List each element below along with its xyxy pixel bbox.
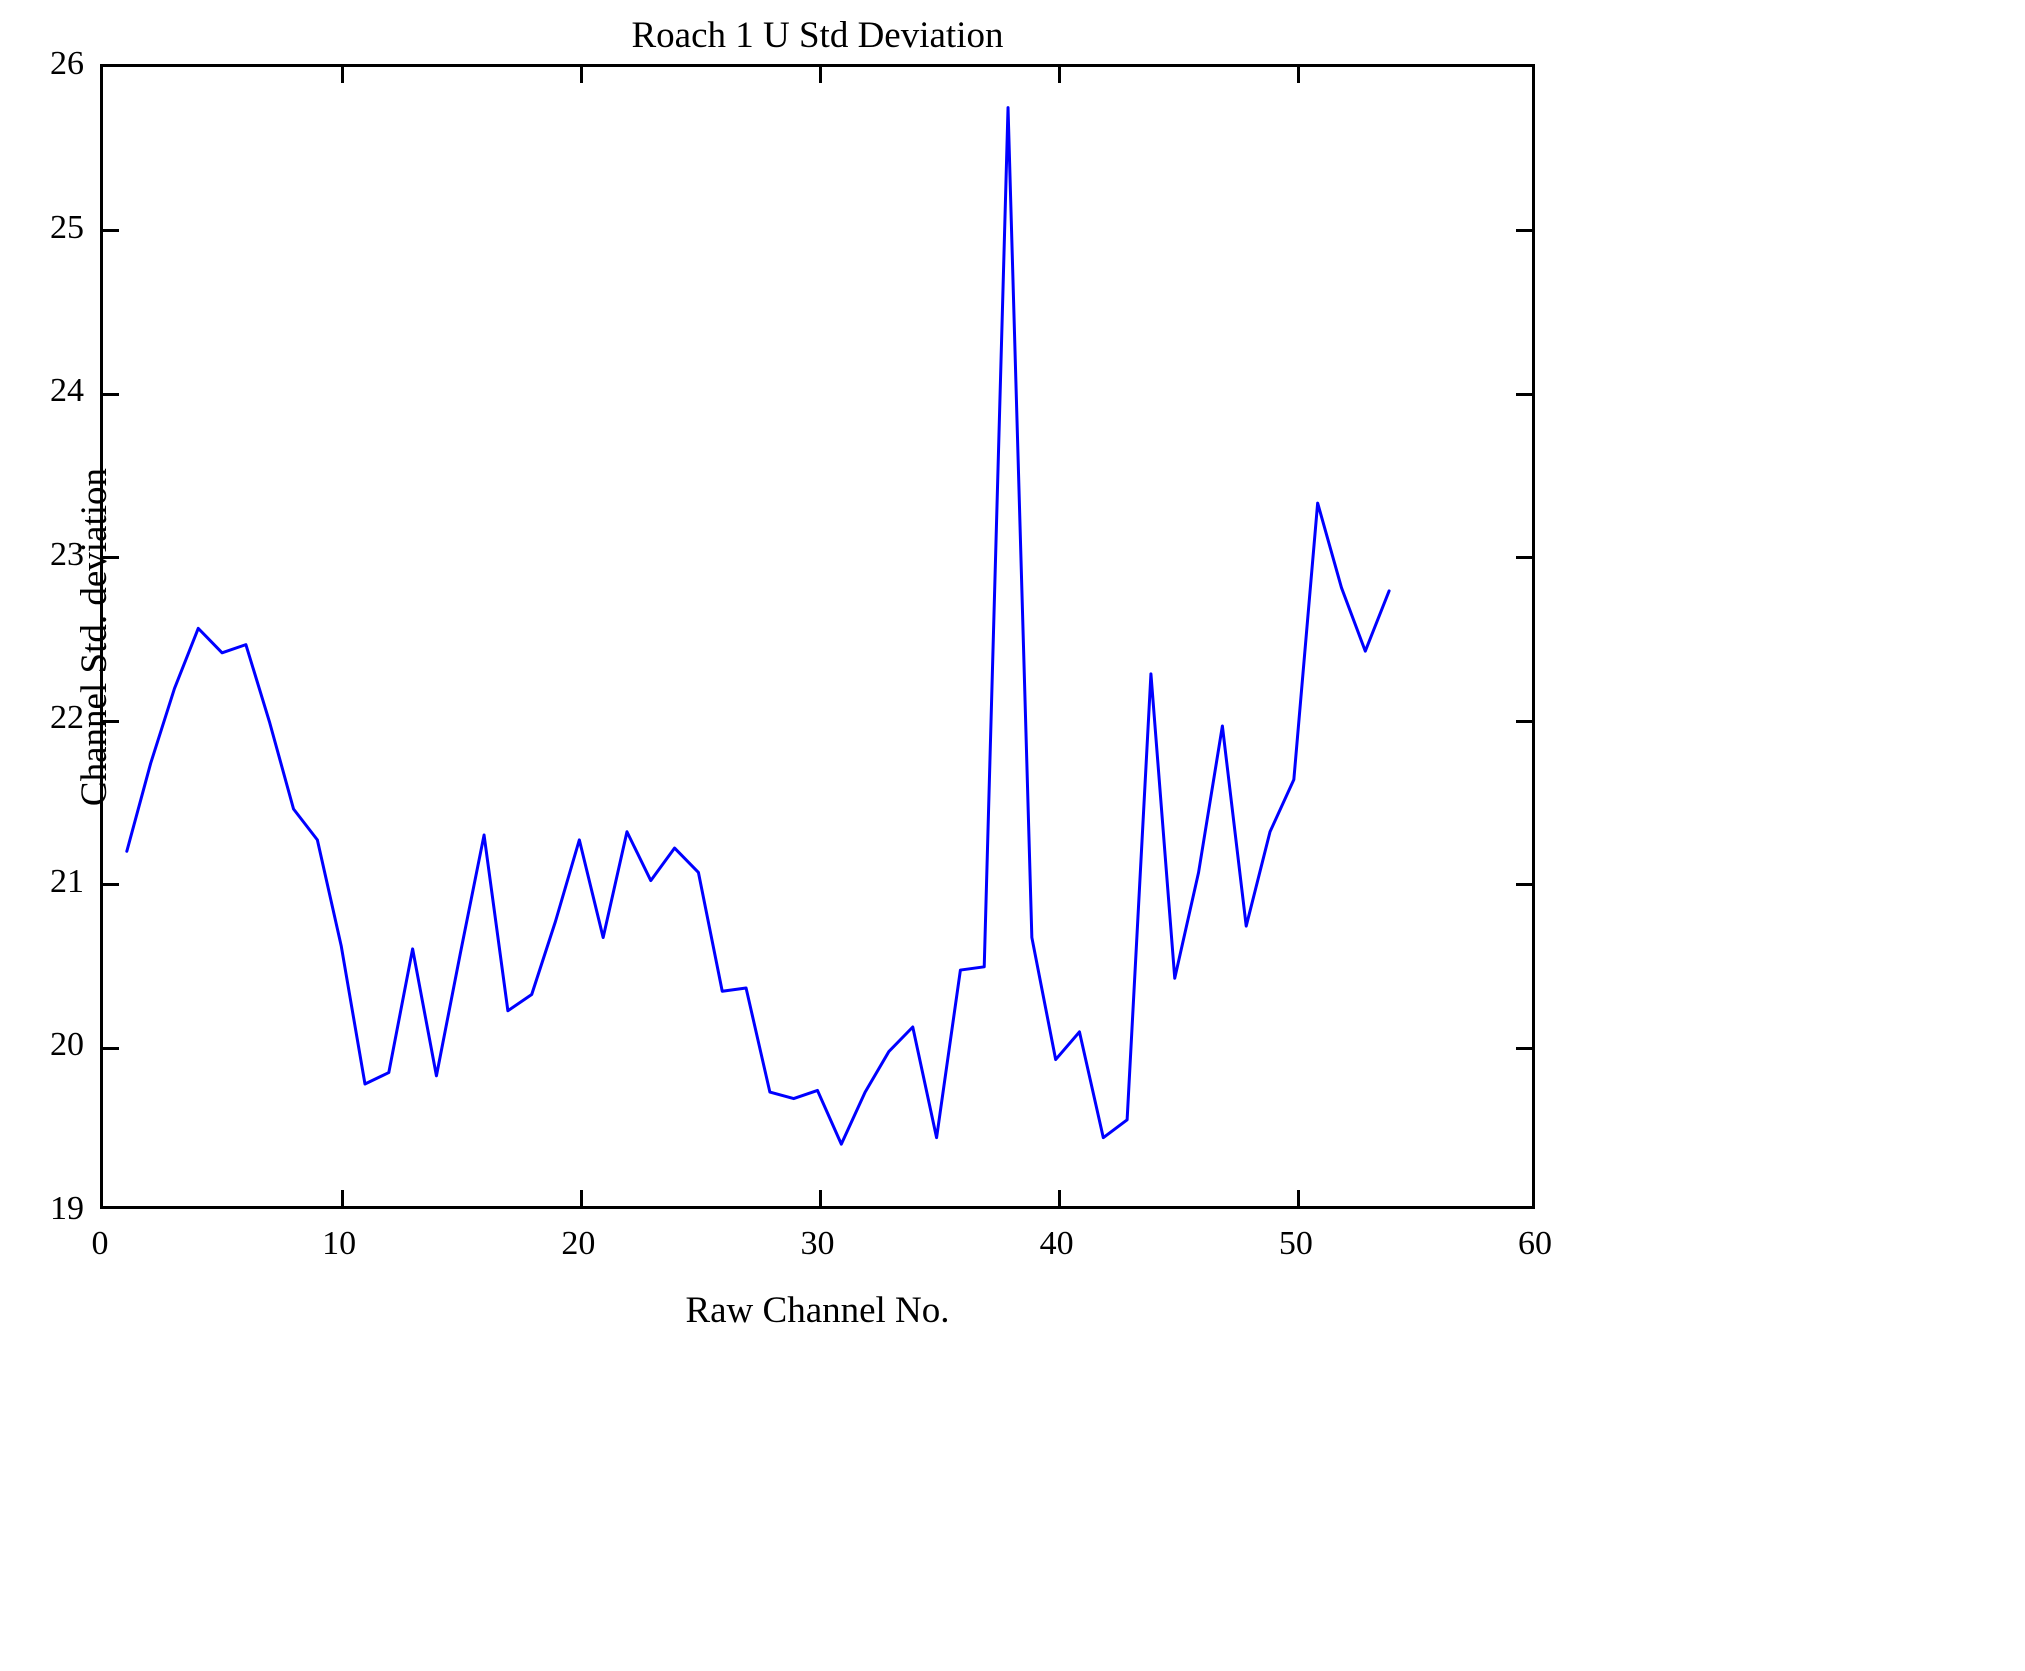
y-axis-title: Channel Std. deviation: [74, 467, 115, 807]
y-tick-mark: [103, 229, 119, 233]
y-tick-mark: [1516, 719, 1532, 723]
x-axis-title: Raw Channel No.: [685, 1290, 950, 1331]
y-tick-label: 20: [50, 1026, 84, 1064]
x-tick-label: 30: [800, 1225, 835, 1262]
plot-area: [100, 64, 1535, 1209]
x-tick-mark: [819, 67, 822, 83]
x-tick-label: 40: [1039, 1225, 1074, 1262]
y-tick-mark: [1516, 1046, 1532, 1050]
y-tick-label: 19: [50, 1190, 84, 1227]
y-tick-mark: [103, 1046, 119, 1050]
data-series-line: [103, 67, 1532, 1206]
x-tick-mark: [579, 67, 583, 83]
x-tick-mark: [1297, 67, 1301, 83]
y-tick-label: 22: [50, 699, 84, 737]
y-tick-mark: [103, 556, 119, 560]
x-tick-mark: [579, 1190, 583, 1206]
x-tick-label: 60: [1518, 1225, 1552, 1262]
y-tick-mark: [103, 883, 119, 887]
y-tick-mark: [103, 392, 119, 396]
x-tick-label: 50: [1278, 1225, 1313, 1262]
x-tick-mark: [1058, 67, 1062, 83]
y-tick-label: 24: [50, 372, 84, 410]
x-tick-mark: [340, 1190, 344, 1206]
y-tick-mark: [1516, 883, 1532, 887]
x-tick-label: 0: [91, 1225, 109, 1262]
y-tick-label: 25: [50, 208, 84, 246]
x-tick-mark: [1297, 1190, 1301, 1206]
x-tick-mark: [1058, 1190, 1062, 1206]
y-tick-label: 23: [50, 535, 84, 573]
page-title: Roach 1 U Std Deviation: [631, 15, 1004, 56]
x-tick-label: 10: [322, 1225, 357, 1262]
y-tick-mark: [103, 719, 119, 723]
y-tick-mark: [1516, 556, 1532, 560]
y-tick-label: 26: [50, 45, 84, 82]
x-tick-mark: [340, 67, 344, 83]
x-tick-mark: [819, 1190, 822, 1206]
x-tick-label: 20: [561, 1225, 596, 1262]
y-tick-mark: [1516, 392, 1532, 396]
y-tick-mark: [1516, 229, 1532, 233]
y-tick-label: 21: [50, 862, 84, 900]
